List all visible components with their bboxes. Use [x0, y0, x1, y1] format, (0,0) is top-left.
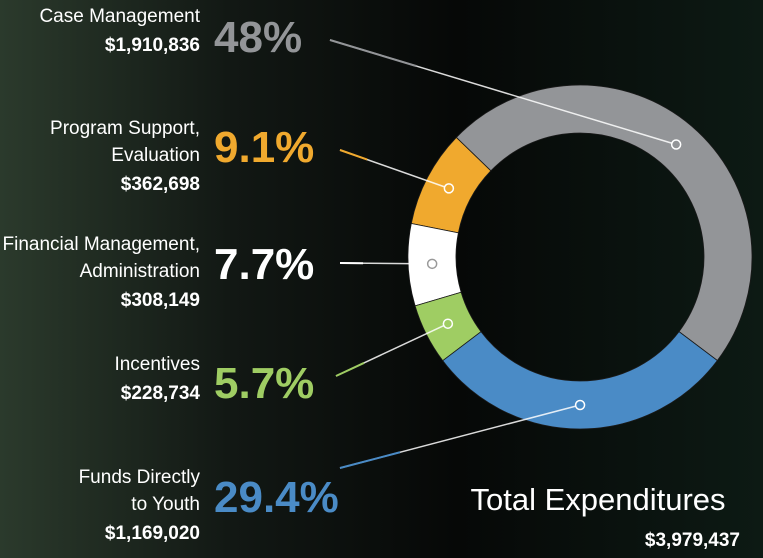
- segment-dot: [428, 259, 437, 268]
- category-label: Case Management: [39, 6, 200, 27]
- segment-dot: [444, 184, 453, 193]
- total-label: Total Expenditures: [470, 482, 725, 517]
- category-label: Evaluation: [111, 145, 200, 166]
- page: {"chart_data": {"type": "pie", "categori…: [0, 0, 763, 558]
- percent-label: 5.7%: [214, 359, 314, 408]
- category-label: Incentives: [114, 354, 200, 375]
- amount-label: $1,910,836: [105, 35, 200, 56]
- total-amount: $3,979,437: [645, 530, 740, 551]
- category-label: Financial Management,: [3, 234, 201, 255]
- category-label: Funds Directly: [79, 467, 201, 488]
- percent-label: 7.7%: [214, 240, 314, 289]
- chart: Total Expenditures $3,979,437 Case Manag…: [0, 0, 763, 558]
- amount-label: $1,169,020: [105, 523, 200, 544]
- amount-label: $228,734: [121, 383, 201, 404]
- category-label: to Youth: [131, 494, 200, 515]
- amount-label: $362,698: [121, 174, 200, 195]
- segment-dot: [576, 400, 585, 409]
- percent-label: 29.4%: [214, 473, 339, 522]
- percent-label: 9.1%: [214, 123, 314, 172]
- category-label: Program Support,: [50, 118, 200, 139]
- category-label: Administration: [80, 261, 200, 282]
- amount-label: $308,149: [121, 290, 200, 311]
- segment-dot: [443, 319, 452, 328]
- segment-dot: [672, 140, 681, 149]
- percent-label: 48%: [214, 13, 302, 62]
